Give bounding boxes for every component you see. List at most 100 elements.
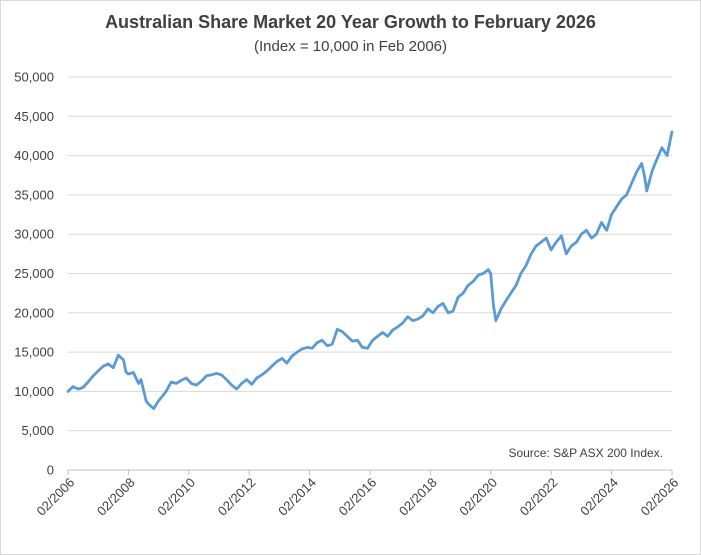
- data-point: [625, 194, 628, 197]
- data-point: [82, 386, 85, 389]
- data-point: [391, 329, 394, 332]
- data-point: [645, 190, 648, 193]
- data-point: [286, 362, 289, 365]
- data-point: [489, 272, 492, 275]
- data-point: [565, 252, 568, 255]
- data-point: [112, 366, 115, 369]
- data-point: [266, 370, 269, 373]
- x-tick-label: 02/2014: [275, 475, 319, 519]
- data-point: [225, 378, 228, 381]
- y-tick-label: 45,000: [14, 109, 54, 124]
- y-tick-label: 20,000: [14, 305, 54, 320]
- y-tick-label: 40,000: [14, 148, 54, 163]
- data-point: [341, 330, 344, 333]
- data-point: [67, 390, 70, 393]
- data-point: [640, 162, 643, 165]
- y-tick-label: 10,000: [14, 384, 54, 399]
- data-point: [570, 245, 573, 248]
- data-point: [535, 245, 538, 248]
- data-point: [610, 213, 613, 216]
- x-tick-label: 02/2012: [215, 475, 259, 519]
- data-point: [500, 308, 503, 311]
- data-point: [427, 308, 430, 311]
- data-point: [240, 382, 243, 385]
- data-point: [575, 241, 578, 244]
- data-point: [520, 272, 523, 275]
- data-point: [230, 384, 233, 387]
- x-tick-label: 02/2008: [94, 475, 138, 519]
- data-point: [356, 339, 359, 342]
- data-point: [366, 347, 369, 350]
- data-point: [630, 182, 633, 185]
- data-point: [371, 339, 374, 342]
- x-tick-label: 02/2020: [456, 475, 500, 519]
- y-tick-label: 30,000: [14, 227, 54, 242]
- source-note: Source: S&P ASX 200 Index.: [508, 446, 663, 460]
- x-tick-label: 02/2022: [517, 475, 561, 519]
- data-point: [215, 372, 218, 375]
- data-point: [550, 249, 553, 252]
- data-point: [77, 388, 80, 391]
- data-point: [421, 315, 424, 318]
- data-point: [160, 396, 163, 399]
- data-point: [331, 343, 334, 346]
- data-point: [125, 370, 128, 373]
- data-point: [515, 284, 518, 287]
- data-point: [165, 390, 168, 393]
- data-point: [595, 233, 598, 236]
- data-point: [462, 292, 465, 295]
- data-point: [401, 322, 404, 325]
- data-point: [457, 296, 460, 299]
- data-point: [651, 170, 654, 173]
- data-point: [636, 170, 639, 173]
- data-point: [117, 354, 120, 357]
- data-point: [270, 365, 273, 368]
- data-point: [190, 382, 193, 385]
- data-point: [220, 374, 223, 377]
- y-tick-label: 35,000: [14, 187, 54, 202]
- x-tick-label: 02/2024: [577, 475, 621, 519]
- data-point: [291, 355, 294, 358]
- data-point: [72, 385, 75, 388]
- data-point: [643, 174, 646, 177]
- data-point: [185, 377, 188, 380]
- data-point: [396, 326, 399, 329]
- data-point: [170, 381, 173, 384]
- data-point: [492, 304, 495, 307]
- data-point: [417, 318, 420, 321]
- data-point: [296, 351, 299, 354]
- data-point: [152, 407, 155, 410]
- data-point: [442, 302, 445, 305]
- data-point: [411, 319, 414, 322]
- data-point: [200, 380, 203, 383]
- data-point: [336, 328, 339, 331]
- y-tick-label: 0: [47, 463, 54, 478]
- data-point: [301, 348, 304, 351]
- data-point: [260, 374, 263, 377]
- x-tick-label: 02/2010: [154, 475, 198, 519]
- data-point: [127, 373, 130, 376]
- data-point: [97, 370, 100, 373]
- x-tick-label: 02/2026: [637, 475, 681, 519]
- data-point: [504, 300, 507, 303]
- data-point: [590, 237, 593, 240]
- data-point: [276, 360, 279, 363]
- data-point: [510, 292, 513, 295]
- data-point: [351, 340, 354, 343]
- data-point: [560, 234, 563, 237]
- data-point: [235, 388, 238, 391]
- data-point: [386, 335, 389, 338]
- data-point: [452, 310, 455, 313]
- data-point: [210, 374, 213, 377]
- data-point: [250, 383, 253, 386]
- data-point: [122, 359, 125, 362]
- data-point: [306, 346, 309, 349]
- data-point: [600, 221, 603, 224]
- data-point: [205, 374, 208, 377]
- data-point: [432, 311, 435, 314]
- data-point: [102, 365, 105, 368]
- data-point: [620, 197, 623, 200]
- data-point: [666, 154, 669, 157]
